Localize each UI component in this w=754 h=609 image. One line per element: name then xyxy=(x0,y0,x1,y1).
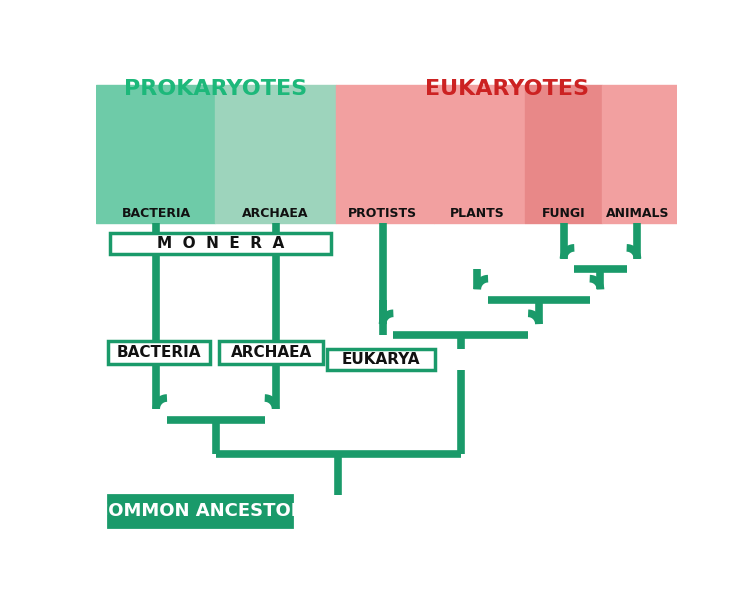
Text: PROKARYOTES: PROKARYOTES xyxy=(124,79,307,99)
Bar xyxy=(219,341,323,364)
Text: ANIMALS: ANIMALS xyxy=(605,208,670,220)
Text: BACTERIA: BACTERIA xyxy=(117,345,201,360)
Text: PLANTS: PLANTS xyxy=(450,208,504,220)
Bar xyxy=(602,85,676,224)
Text: BACTERIA: BACTERIA xyxy=(121,208,191,220)
Text: EUKARYA: EUKARYA xyxy=(342,351,420,367)
Bar xyxy=(327,349,435,370)
Bar xyxy=(110,233,331,254)
Bar xyxy=(97,85,216,224)
Text: ARCHAEA: ARCHAEA xyxy=(242,208,309,220)
Text: EUKARYOTES: EUKARYOTES xyxy=(425,79,589,99)
Text: ARCHAEA: ARCHAEA xyxy=(231,345,312,360)
Text: FUNGI: FUNGI xyxy=(541,208,585,220)
Bar xyxy=(108,495,293,527)
Bar xyxy=(216,85,336,224)
Bar xyxy=(336,85,434,224)
Bar xyxy=(108,341,210,364)
Text: PROTISTS: PROTISTS xyxy=(348,208,417,220)
Bar xyxy=(434,85,525,224)
Text: M  O  N  E  R  A: M O N E R A xyxy=(157,236,284,251)
Text: COMMON ANCESTOR: COMMON ANCESTOR xyxy=(95,502,305,520)
Bar xyxy=(525,85,602,224)
